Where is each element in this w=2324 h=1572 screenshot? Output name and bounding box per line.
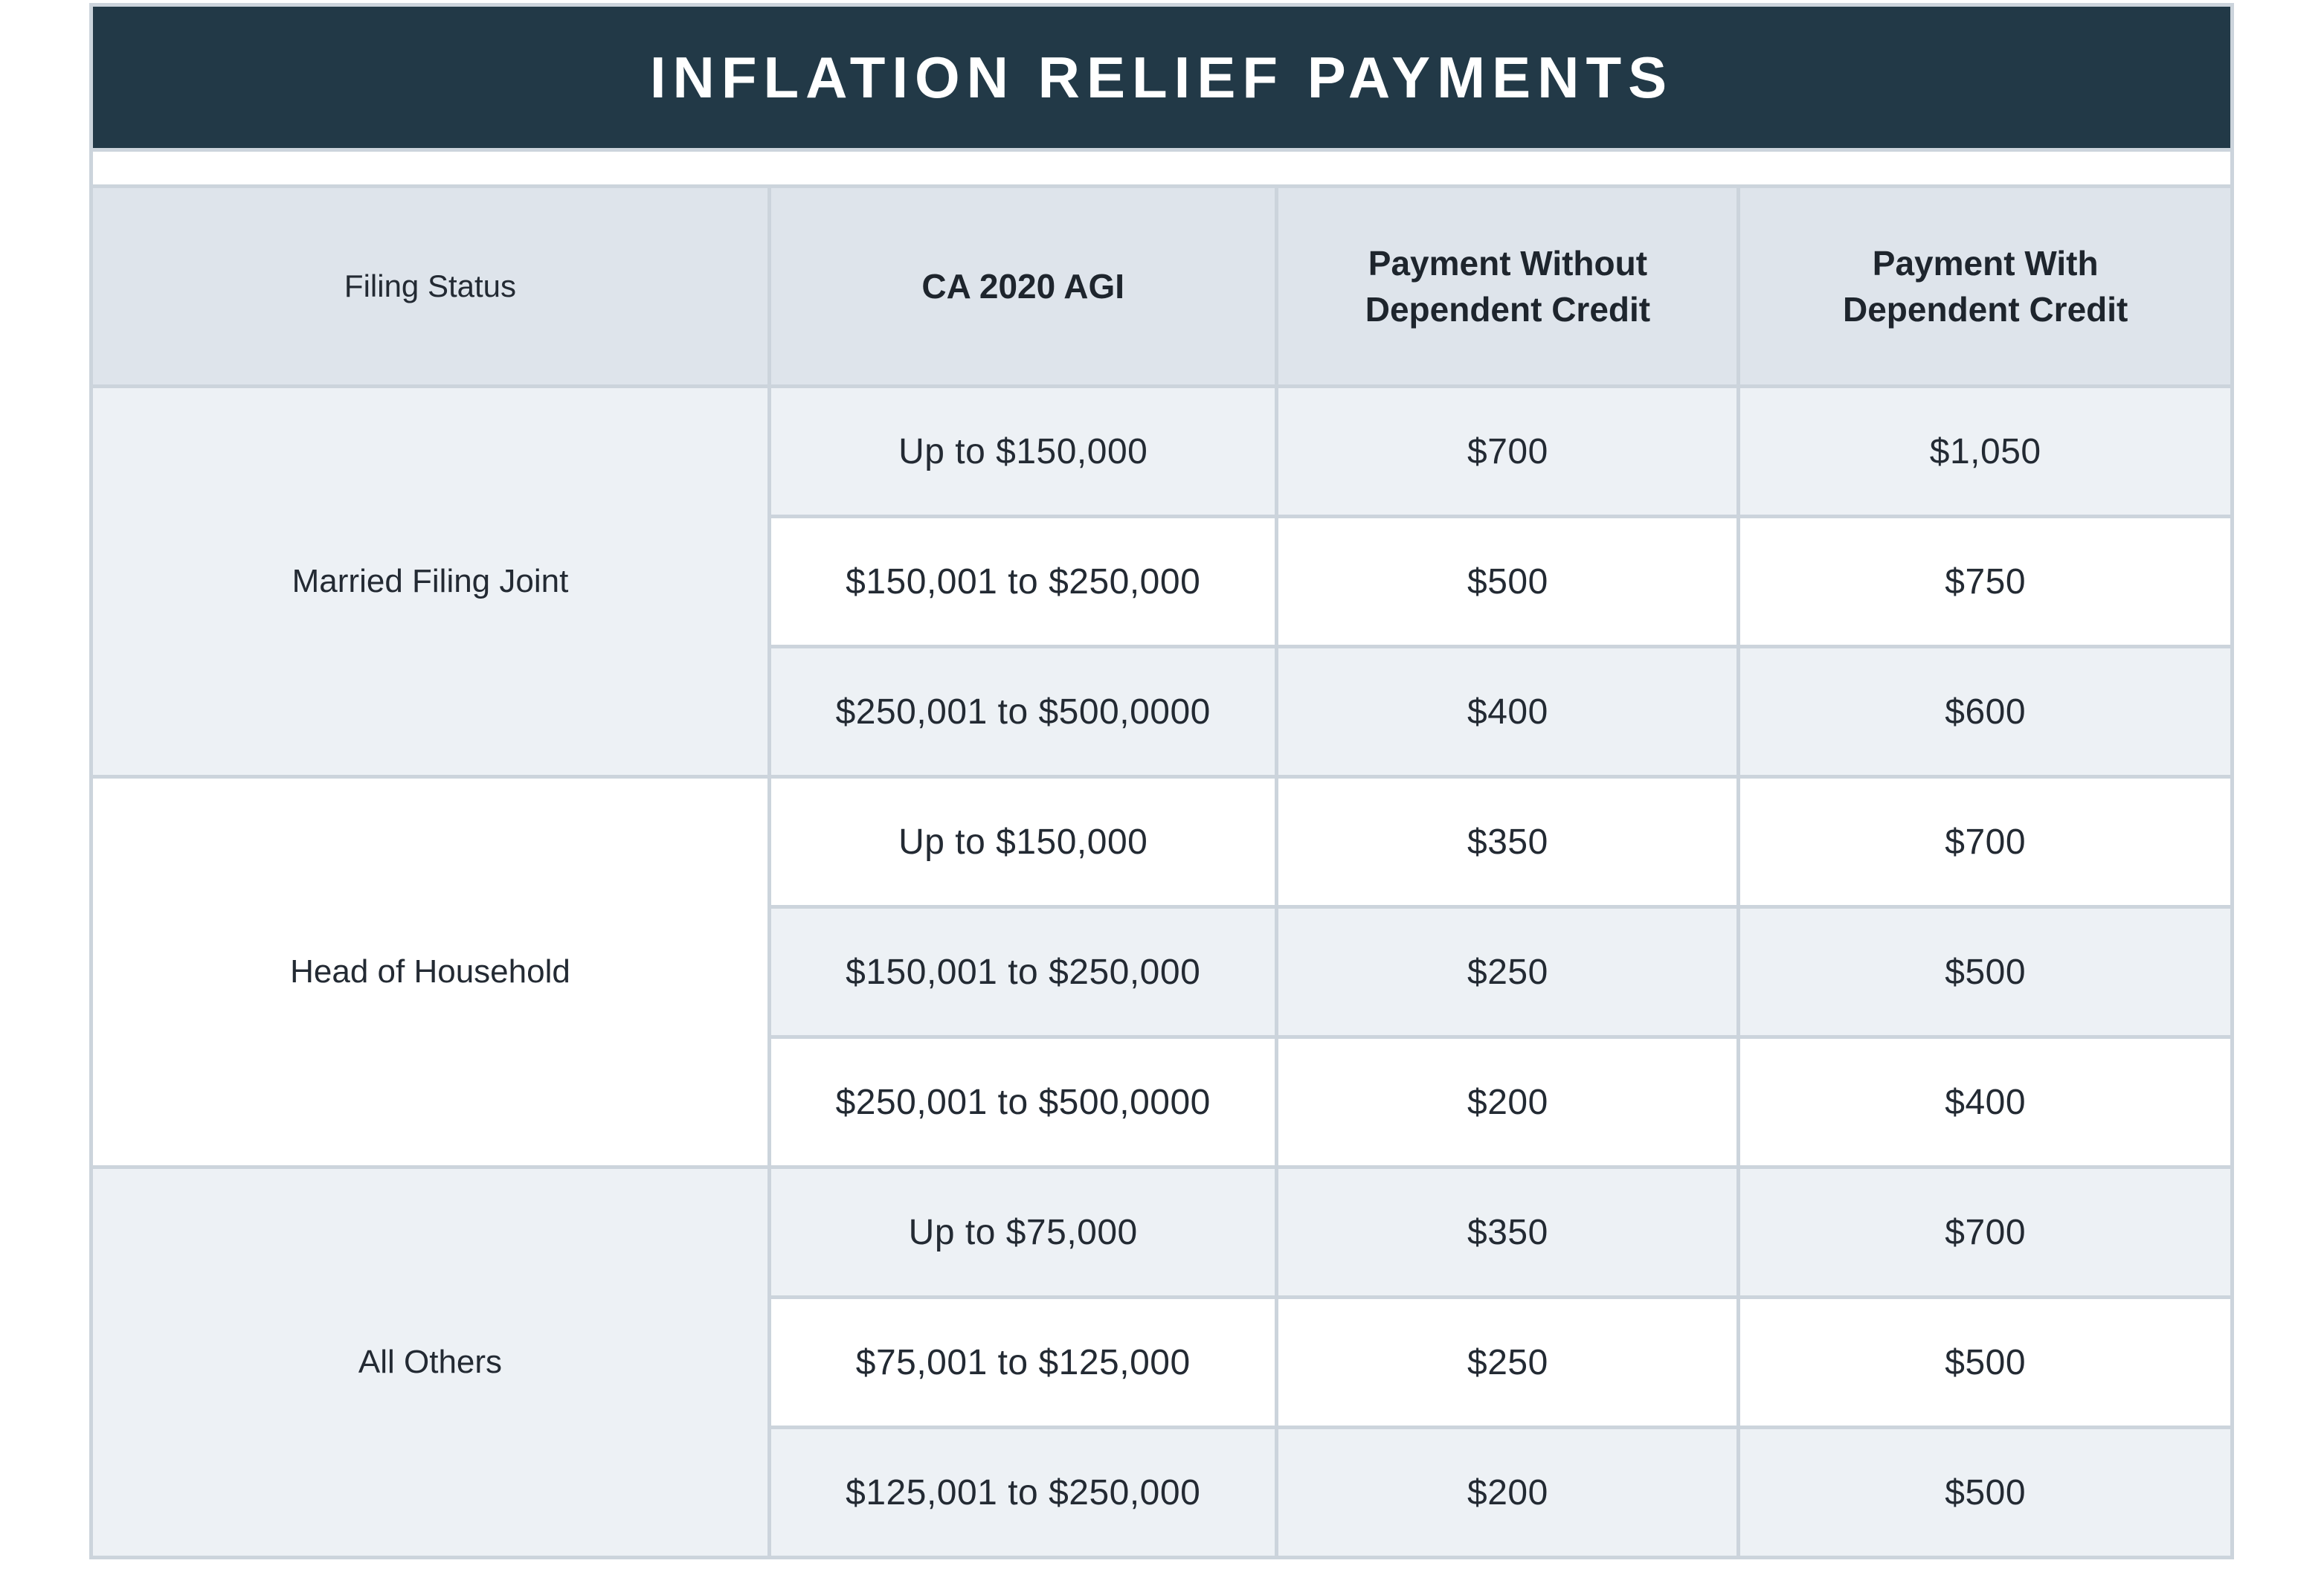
- payment-with-cell: $700: [1740, 779, 2230, 905]
- column-header-filing-status: Filing Status: [93, 188, 767, 384]
- payment-without-cell: $400: [1278, 648, 1737, 775]
- column-header-payment-with-dependent-credit: Payment With Dependent Credit: [1740, 188, 2230, 384]
- group-label-married-filing-joint: Married Filing Joint: [93, 388, 767, 775]
- column-header-ca-2020-agi: CA 2020 AGI: [770, 188, 1275, 384]
- group-label-all-others: All Others: [93, 1169, 767, 1556]
- table-title-band: INFLATION RELIEF PAYMENTS: [93, 7, 2230, 148]
- payment-with-cell: $500: [1740, 909, 2230, 1035]
- payment-with-cell: $500: [1740, 1299, 2230, 1426]
- column-header-payment-without-dependent-credit: Payment Without Dependent Credit: [1278, 188, 1737, 384]
- page-title: INFLATION RELIEF PAYMENTS: [649, 44, 1674, 110]
- group-label-head-of-household: Head of Household: [93, 779, 767, 1165]
- payment-without-cell: $350: [1278, 779, 1737, 905]
- agi-cell: Up to $75,000: [770, 1169, 1275, 1295]
- payment-without-cell: $200: [1278, 1039, 1737, 1165]
- payment-without-cell: $500: [1278, 518, 1737, 645]
- payment-without-cell: $250: [1278, 1299, 1737, 1426]
- payment-without-cell: $350: [1278, 1169, 1737, 1295]
- agi-cell: $75,001 to $125,000: [770, 1299, 1275, 1426]
- payment-without-cell: $200: [1278, 1429, 1737, 1556]
- payment-with-cell: $700: [1740, 1169, 2230, 1295]
- agi-cell: $250,001 to $500,0000: [770, 1039, 1275, 1165]
- agi-cell: $150,001 to $250,000: [770, 909, 1275, 1035]
- agi-cell: Up to $150,000: [770, 779, 1275, 905]
- agi-cell: Up to $150,000: [770, 388, 1275, 515]
- inflation-relief-payments-table: INFLATION RELIEF PAYMENTS Filing Status …: [89, 3, 2234, 1559]
- title-spacer-row: [93, 152, 2230, 184]
- payment-with-cell: $1,050: [1740, 388, 2230, 515]
- payment-with-cell: $600: [1740, 648, 2230, 775]
- agi-cell: $250,001 to $500,0000: [770, 648, 1275, 775]
- payment-without-cell: $700: [1278, 388, 1737, 515]
- payment-without-cell: $250: [1278, 909, 1737, 1035]
- payment-with-cell: $750: [1740, 518, 2230, 645]
- agi-cell: $150,001 to $250,000: [770, 518, 1275, 645]
- payment-with-cell: $500: [1740, 1429, 2230, 1556]
- agi-cell: $125,001 to $250,000: [770, 1429, 1275, 1556]
- payment-with-cell: $400: [1740, 1039, 2230, 1165]
